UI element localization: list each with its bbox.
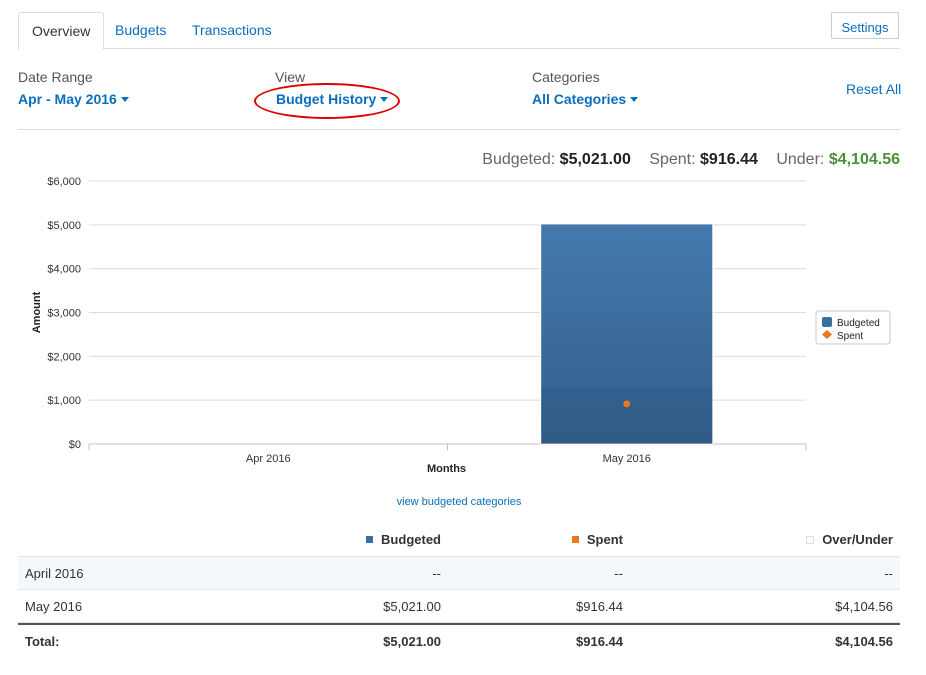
caret-down-icon xyxy=(120,96,129,102)
y-tick-label: $1,000 xyxy=(47,395,81,407)
legend-spent-swatch xyxy=(822,330,832,339)
table-total: Total: $5,021.00 $916.44 $4,104.56 xyxy=(18,625,900,658)
date-range-label: Date Range xyxy=(18,69,93,85)
table-row[interactable]: April 2016 -- -- -- xyxy=(18,557,900,590)
categories-dropdown[interactable]: All Categories xyxy=(532,91,639,107)
budget-history-chart: $0 $1,000 $2,000 $3,000 $4,000 $5,000 $6,000 Ap… xyxy=(31,176,891,475)
y-tick-label: $5,000 xyxy=(47,220,81,232)
settings-button[interactable]: Settings xyxy=(831,12,899,39)
header-spent-label: Spent xyxy=(586,532,623,547)
legend-box xyxy=(815,310,891,345)
y-tick-label: $4,000 xyxy=(47,264,81,276)
legend-spent-label: Spent xyxy=(837,331,863,342)
total-budgeted: $5,021.00 xyxy=(383,634,441,649)
date-range-value: Apr - May 2016 xyxy=(18,91,117,107)
row-spent: -- xyxy=(614,566,623,581)
caret-down-icon xyxy=(380,96,389,102)
header-budgeted-label: Budgeted xyxy=(381,532,441,547)
row-budgeted: -- xyxy=(432,566,441,581)
row-label: May 2016 xyxy=(25,599,83,614)
summary-budgeted-value: $5,021.00 xyxy=(559,151,631,168)
budget-history-table: Budgeted Spent Over/Under April 2016 -- … xyxy=(18,525,900,623)
total-label: Total: xyxy=(25,634,60,649)
row-label: April 2016 xyxy=(25,566,84,581)
summary-totals: Budgeted: $5,021.00 Spent: $916.44 Under… xyxy=(482,151,900,169)
summary-spent-value: $916.44 xyxy=(700,151,758,168)
summary-spent-label: Spent: xyxy=(649,151,696,168)
row-over-under: -- xyxy=(884,566,893,581)
header-spent[interactable]: Spent xyxy=(571,525,623,555)
date-range-dropdown[interactable]: Apr - May 2016 xyxy=(18,91,129,107)
total-spent: $916.44 xyxy=(576,634,623,649)
table-header-row: Budgeted Spent Over/Under xyxy=(18,525,900,557)
spent-portion-shade xyxy=(541,386,713,444)
header-over-under[interactable]: Over/Under xyxy=(806,525,893,555)
spent-swatch-icon xyxy=(571,536,579,544)
summary-budgeted-label: Budgeted: xyxy=(482,151,556,168)
header-over-under-label: Over/Under xyxy=(822,532,893,547)
y-tick-label: $3,000 xyxy=(47,308,81,320)
table-row[interactable]: May 2016 $5,021.00 $916.44 $4,104.56 xyxy=(18,590,900,623)
view-dropdown[interactable]: Budget History xyxy=(276,91,389,107)
summary-under-value: $4,104.56 xyxy=(828,151,900,168)
tab-transactions[interactable]: Transactions xyxy=(192,22,272,38)
view-value: Budget History xyxy=(276,91,377,107)
table-total-row: Total: $5,021.00 $916.44 $4,104.56 xyxy=(18,625,900,658)
tab-bar: Overview Budgets Transactions xyxy=(18,12,900,50)
x-axis-title: Months xyxy=(427,463,466,475)
y-tick-label: $2,000 xyxy=(47,351,81,363)
legend-budgeted-label: Budgeted xyxy=(837,318,880,329)
x-tick-label: May 2016 xyxy=(603,453,651,465)
categories-value: All Categories xyxy=(532,91,627,107)
spent-point xyxy=(623,400,631,408)
tab-overview[interactable]: Overview xyxy=(18,12,105,50)
x-tick-label: Apr 2016 xyxy=(246,453,291,465)
row-budgeted: $5,021.00 xyxy=(383,599,441,614)
categories-label: Categories xyxy=(532,69,600,85)
divider xyxy=(18,129,900,130)
budgeted-swatch-icon xyxy=(366,536,374,544)
y-tick-label: $6,000 xyxy=(47,176,81,188)
legend-budgeted-swatch xyxy=(822,317,832,327)
row-spent: $916.44 xyxy=(576,599,623,614)
total-divider xyxy=(18,623,900,625)
header-budgeted[interactable]: Budgeted xyxy=(366,525,441,555)
row-over-under: $4,104.56 xyxy=(835,599,893,614)
total-over-under: $4,104.56 xyxy=(835,634,893,649)
caret-down-icon xyxy=(630,96,639,102)
tab-budgets[interactable]: Budgets xyxy=(115,22,167,38)
over-under-swatch-icon xyxy=(806,535,815,544)
summary-under-label: Under: xyxy=(776,151,825,168)
view-budgeted-categories-link[interactable]: view budgeted categories xyxy=(396,496,522,508)
reset-all-link[interactable]: Reset All xyxy=(846,81,902,97)
y-axis-title: Amount xyxy=(31,291,43,333)
y-tick-label: $0 xyxy=(69,439,81,451)
view-label: View xyxy=(275,69,306,85)
